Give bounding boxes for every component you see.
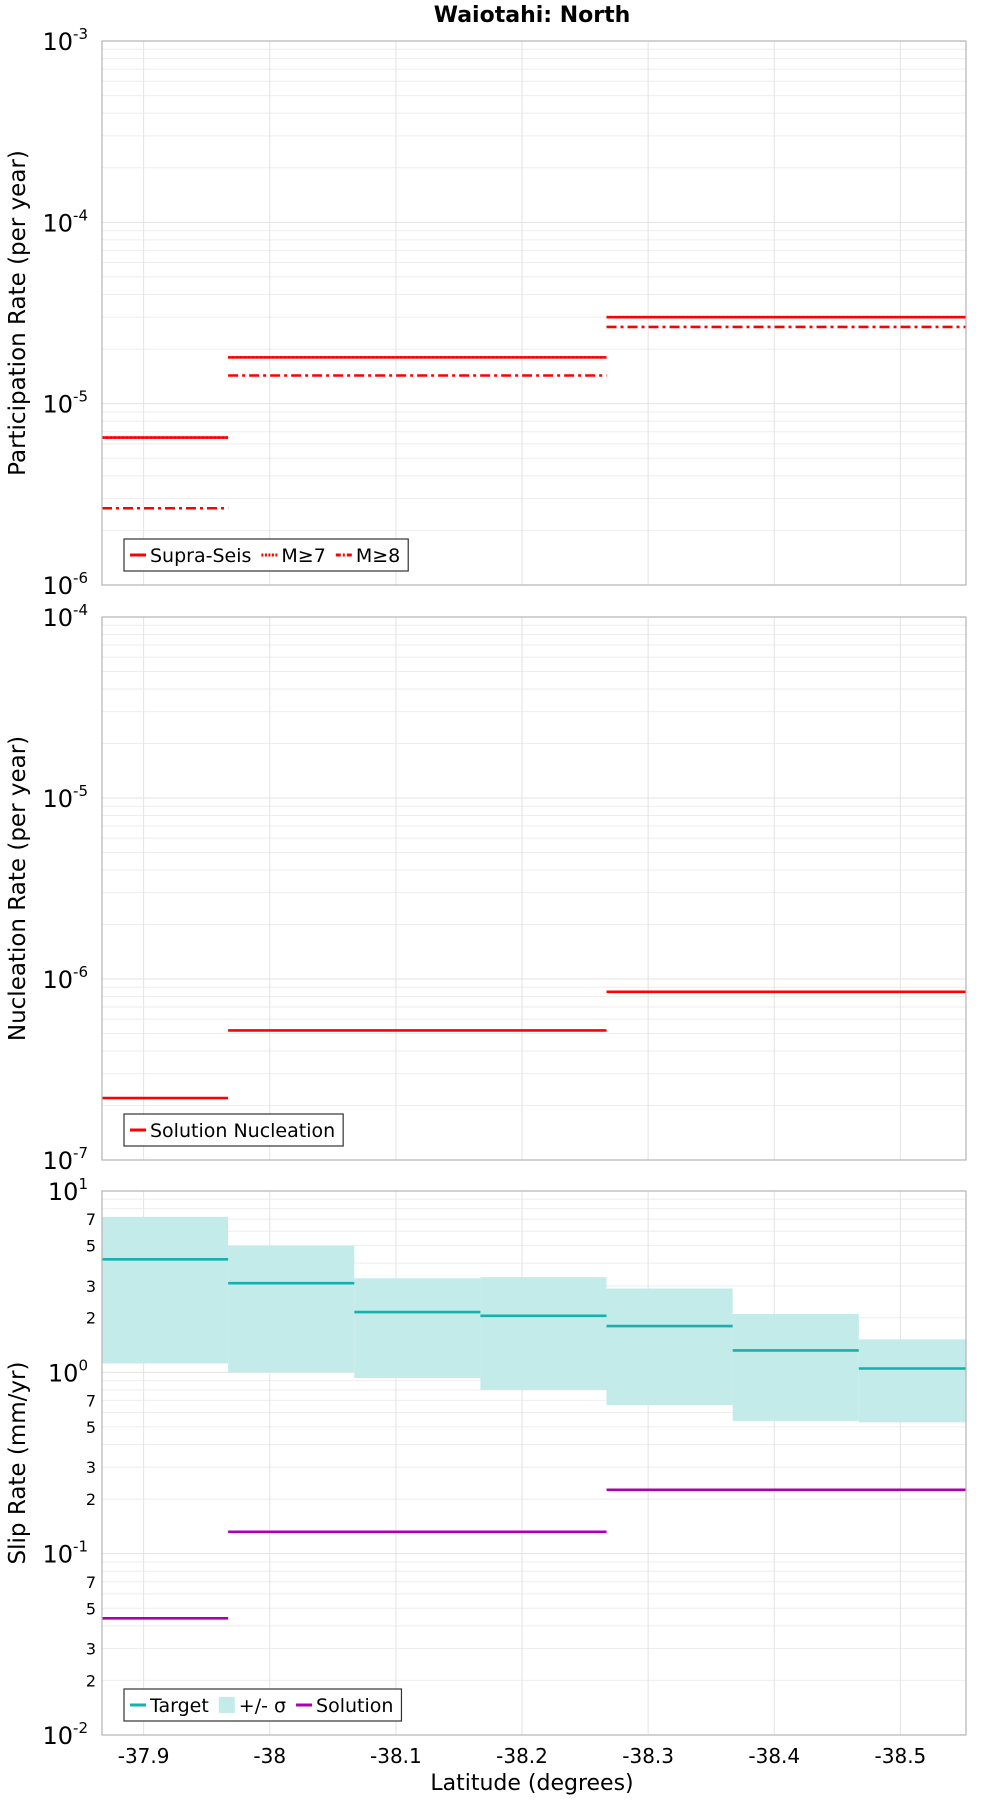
y-minor-tick-label: 2 (86, 1671, 96, 1690)
y-minor-tick-label: 3 (86, 1458, 96, 1477)
y-minor-tick-label: 5 (86, 1418, 96, 1437)
chart-panel-nucleation: 10-4 10-5 10-6 10-7 Nucleation Rate (per yea… (5, 601, 967, 1175)
x-tick-label: -38.3 (622, 1744, 674, 1768)
band--segment (480, 1277, 607, 1390)
band--segment (732, 1313, 859, 1421)
y-tick-label: 10-5 (42, 782, 88, 813)
x-tick-label: -38 (253, 1744, 286, 1768)
chart-panel-slip: 101 100 10-1 10-2 7 5 3 2 7 5 3 2 7 5 3 2 -37.9 -38 -38.1 -… (5, 1175, 967, 1768)
legend: Supra-Seis M≥7 M≥8 (123, 538, 409, 572)
y-minor-tick-label: 2 (86, 1309, 96, 1328)
y-tick-label: 10-7 (42, 1144, 88, 1175)
y-minor-tick-label: 2 (86, 1490, 96, 1509)
legend-entry-label: Supra-Seis (150, 545, 251, 567)
y-tick-label: 10-6 (42, 963, 88, 994)
y-tick-label: 10-3 (42, 25, 88, 56)
band--segment (858, 1339, 966, 1423)
y-minor-tick-label: 5 (86, 1599, 96, 1618)
band--segment (102, 1216, 229, 1364)
legend-frame (123, 1688, 403, 1722)
x-tick-label: -38.2 (496, 1744, 548, 1768)
y-tick-label: 10-1 (42, 1538, 88, 1569)
x-tick-label: -38.5 (875, 1744, 927, 1768)
plot-area-frame (101, 1190, 967, 1736)
band--segment (354, 1278, 481, 1379)
legend-entry-label: +/- σ (239, 1695, 286, 1717)
y-axis-label: Participation Rate (per year) (5, 150, 31, 476)
legend-entry-label: Solution (316, 1695, 393, 1717)
y-minor-tick-label: 7 (86, 1210, 96, 1229)
y-tick-label: 10-2 (42, 1719, 88, 1750)
x-tick-label: -38.1 (370, 1744, 422, 1768)
x-tick-label: -38.4 (748, 1744, 800, 1768)
legend-frame (123, 1113, 344, 1147)
y-minor-tick-label: 3 (86, 1639, 96, 1658)
plot-area-frame (101, 40, 967, 586)
legend-entry-label: M≥7 (281, 545, 325, 567)
y-minor-tick-label: 7 (86, 1391, 96, 1410)
legend-swatch (218, 1697, 235, 1713)
x-axis-label: Latitude (degrees) (430, 1771, 633, 1796)
y-tick-label: 101 (48, 1175, 88, 1206)
y-tick-label: 100 (48, 1356, 88, 1387)
y-minor-tick-label: 7 (86, 1573, 96, 1592)
y-tick-label: 10-6 (42, 569, 88, 600)
chart-title: Waiotahi: North (434, 3, 631, 28)
band--segment (606, 1288, 733, 1406)
band--segment (228, 1245, 355, 1373)
y-minor-tick-label: 3 (86, 1277, 96, 1296)
legend-entry-label: Solution Nucleation (150, 1120, 335, 1142)
legend-entry-label: M≥8 (356, 545, 400, 567)
chart-panels: 10-3 10-4 10-5 10-6 Participation Rate (per … (5, 25, 967, 1768)
chart-panel-participation: 10-3 10-4 10-5 10-6 Participation Rate (per … (5, 25, 967, 600)
legend-entry-label: Target (149, 1695, 209, 1717)
x-tick-label: -37.9 (118, 1744, 170, 1768)
y-minor-tick-label: 5 (86, 1237, 96, 1256)
legend: Solution Nucleation (123, 1113, 344, 1147)
y-axis-label: Nucleation Rate (per year) (5, 736, 31, 1041)
legend: Target +/- σ Solution (123, 1688, 403, 1722)
y-tick-label: 10-5 (42, 388, 88, 419)
y-axis-label: Slip Rate (mm/yr) (5, 1362, 31, 1565)
y-tick-label: 10-4 (42, 601, 88, 632)
y-tick-label: 10-4 (42, 206, 88, 237)
plot-area-frame (101, 616, 967, 1161)
